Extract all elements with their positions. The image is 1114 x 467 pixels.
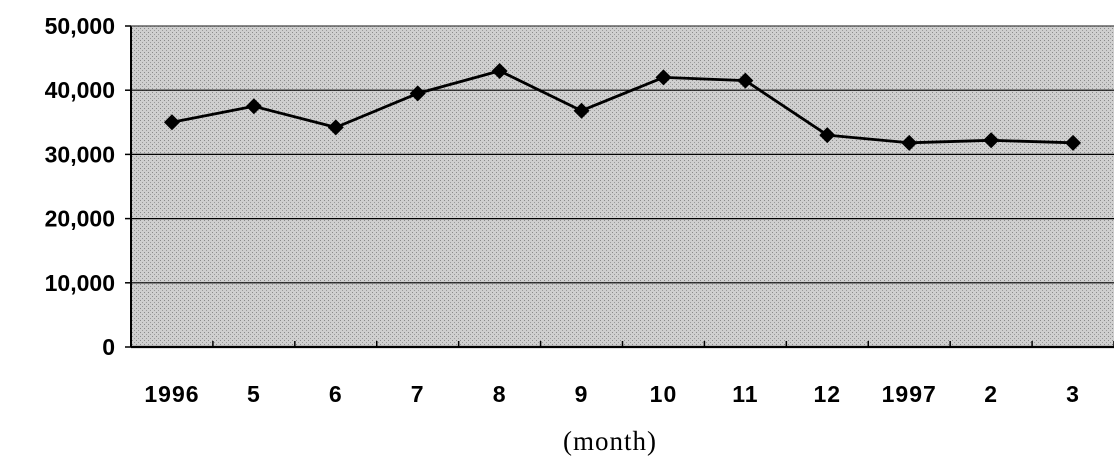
x-tick-label: 1996 <box>144 381 199 407</box>
y-tick-label: 10,000 <box>45 270 115 296</box>
data-point-marker <box>819 127 836 144</box>
x-tick-label: 8 <box>493 381 507 407</box>
data-point-marker <box>163 114 180 131</box>
data-point-marker <box>737 72 754 89</box>
series-line <box>171 69 1074 145</box>
y-axis-ticks: 0 10,000 20,000 30,000 40,000 50,000 <box>45 13 131 360</box>
x-axis-label: (month) <box>563 426 657 456</box>
data-point-marker <box>573 102 590 119</box>
x-tick-label: 2 <box>984 381 998 407</box>
plot-area <box>131 26 1114 347</box>
data-point-marker <box>1065 134 1082 151</box>
x-tick-label: 10 <box>650 381 678 407</box>
x-tick-label: 11 <box>732 381 758 407</box>
x-tick-label: 5 <box>247 381 261 407</box>
x-tick-label: 1997 <box>882 381 937 407</box>
x-tick-label: 6 <box>329 381 343 407</box>
data-series <box>163 62 1082 151</box>
y-tick-label: 0 <box>102 334 115 360</box>
x-tick-label: 3 <box>1066 381 1080 407</box>
x-axis-ticks: 1996 5 6 7 8 9 10 11 12 1997 2 3 <box>130 341 1114 407</box>
data-point-marker <box>245 98 262 115</box>
data-point-marker <box>901 134 918 151</box>
data-point-marker <box>409 85 426 102</box>
data-point-marker <box>491 62 508 79</box>
y-tick-label: 50,000 <box>45 13 115 39</box>
y-tick-label: 40,000 <box>45 77 115 103</box>
y-tick-label: 20,000 <box>45 206 115 232</box>
x-tick-label: 12 <box>813 381 841 407</box>
data-point-marker <box>983 132 1000 149</box>
data-point-marker <box>327 119 344 136</box>
x-tick-label: 7 <box>411 381 425 407</box>
x-tick-label: 9 <box>575 381 589 407</box>
data-point-marker <box>655 69 672 86</box>
y-tick-label: 30,000 <box>45 141 115 167</box>
